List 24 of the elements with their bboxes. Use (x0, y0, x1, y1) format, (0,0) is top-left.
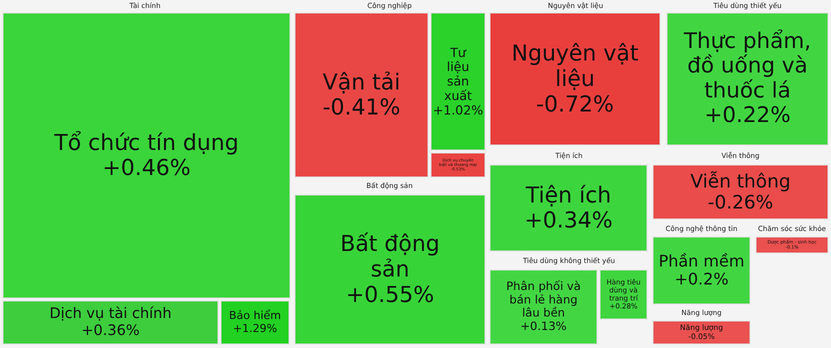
category-label: Phân phối và bán lẻ hàng lâu bền (506, 279, 581, 320)
text: Nguyên vật liệu (512, 42, 639, 92)
text: Viễn thông (690, 170, 791, 192)
data-label: +0.55% (346, 282, 434, 308)
data-label: +0.13% (520, 318, 567, 333)
data-label: +1.29% (232, 322, 278, 335)
data-label: +0.34% (524, 208, 613, 234)
data-label: +0.22% (704, 103, 791, 128)
category-label: Tổ chức tín dụng (53, 130, 239, 156)
data-label: -0.41% (322, 96, 400, 121)
data-label: -0.26% (708, 192, 774, 214)
category-label: Thực phẩm, đồ uống và thuốc lá (682, 28, 812, 104)
data-label: -0.72% (536, 92, 614, 118)
data-label: +1.02% (432, 102, 484, 118)
category-label: Vận tải (322, 70, 400, 96)
category-label: Phần mềm (658, 251, 744, 270)
category-label: Tư liệu sản xuất (444, 44, 472, 103)
data-label: +0.36% (81, 322, 140, 339)
text: Tiện ích (524, 183, 612, 208)
data-label: +0.46% (102, 156, 191, 182)
category-label: Dịch vụ tài chính (49, 306, 172, 322)
category-label: Bảo hiểm (228, 309, 282, 322)
category-label: Bất động sản (340, 232, 440, 282)
data-label: +0.2% (674, 270, 729, 289)
